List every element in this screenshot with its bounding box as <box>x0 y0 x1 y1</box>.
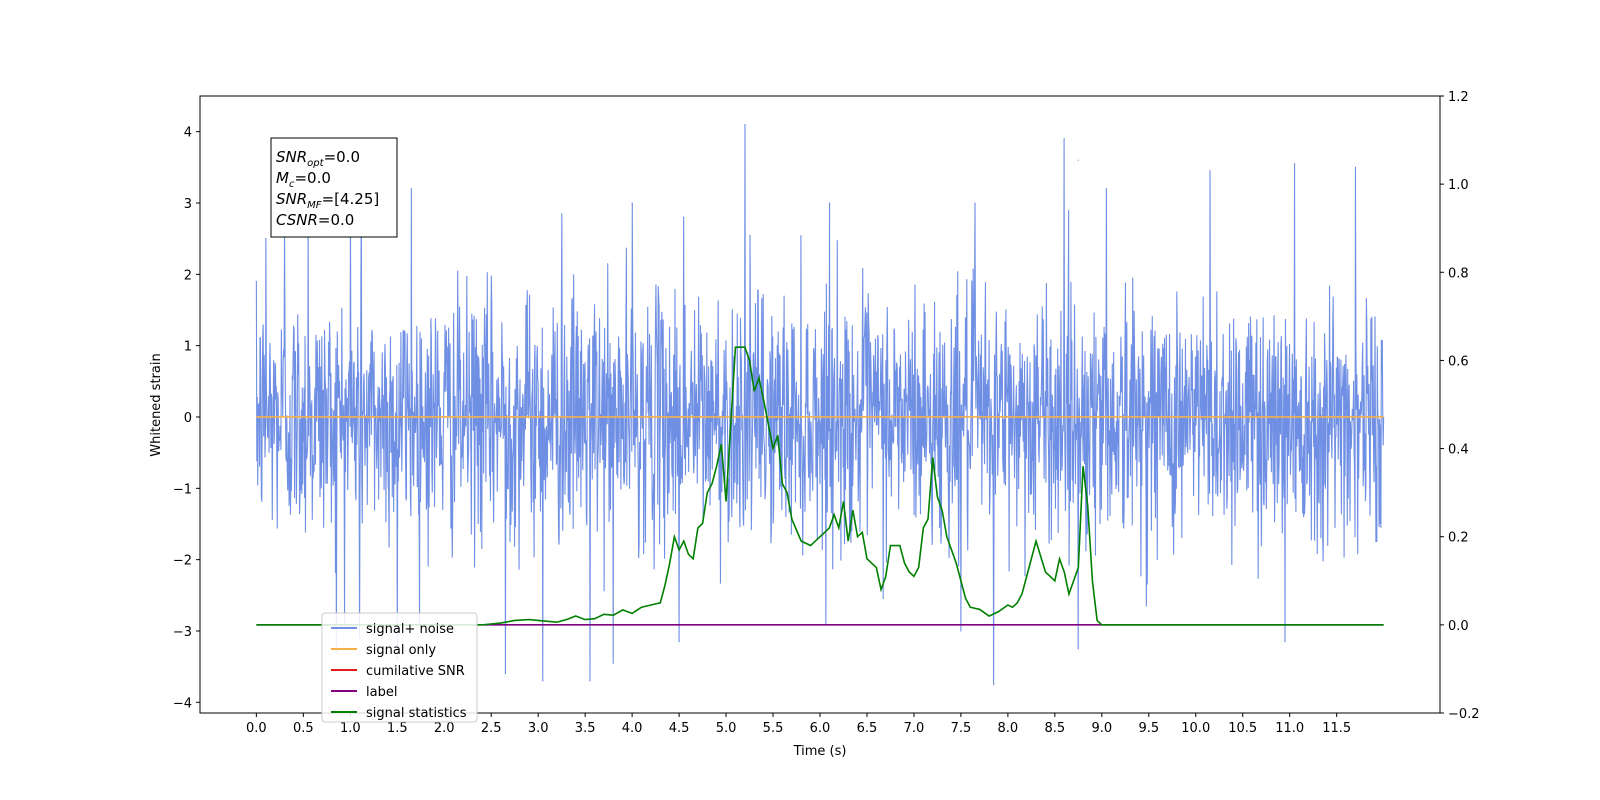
x-tick-label: 10.0 <box>1181 721 1210 736</box>
noise-spike-point <box>993 683 995 686</box>
y-tick-label: 4 <box>184 126 192 141</box>
info-value: =0.0 <box>294 169 330 187</box>
y-tick-label: −4 <box>173 696 192 711</box>
x-tick-label: 6.5 <box>857 721 878 736</box>
y-tick-label: 3 <box>184 197 192 212</box>
noise-spike-point <box>265 238 267 240</box>
legend-entry-label: signal only <box>366 643 436 658</box>
y-axis-left: 4 3 2 1 0 −1 −2 −3 −4 <box>173 126 200 711</box>
legend-entry-label: signal statistics <box>366 706 467 721</box>
noise-spike-point <box>1209 170 1211 172</box>
noise-spike-point <box>828 202 830 204</box>
x-tick-label: 7.0 <box>904 721 925 736</box>
x-tick-label: 8.5 <box>1045 721 1066 736</box>
y-tick-label: 1 <box>184 340 192 355</box>
y2-tick-label: −0.2 <box>1448 707 1480 722</box>
x-tick-label: 8.0 <box>998 721 1019 736</box>
y-axis-right: 1.2 1.0 0.8 0.6 0.4 0.2 0.0 −0.2 <box>1440 90 1480 722</box>
info-value: =0.0 <box>324 148 360 166</box>
x-tick-label: 5.5 <box>763 721 784 736</box>
x-tick-label: 1.0 <box>340 721 361 736</box>
noise-spike-point <box>1063 138 1065 140</box>
info-box-line: Mc=0.0 <box>276 169 331 190</box>
x-tick-label: 0.5 <box>293 721 314 736</box>
x-tick-label: 3.0 <box>528 721 549 736</box>
noise-spike-point <box>683 216 685 218</box>
series-line-signal-noise <box>255 124 1385 685</box>
x-tick-label: 1.5 <box>387 721 408 736</box>
info-subscript: MF <box>307 200 322 211</box>
x-tick-label: 0.0 <box>246 721 267 736</box>
noise-spike-point <box>1293 163 1295 165</box>
x-tick-label: 11.5 <box>1322 721 1351 736</box>
info-quantity: SNR <box>276 148 307 166</box>
info-box-frame <box>270 137 398 238</box>
info-subscript: opt <box>307 158 324 169</box>
y2-tick-label: 0.6 <box>1448 354 1469 369</box>
x-axis: 0.0 0.5 1.0 1.5 2.0 2.5 3.0 3.5 4.0 4.5 5.0 5.5 6.0 6… <box>246 713 1351 736</box>
y2-tick-label: 1.2 <box>1448 90 1469 105</box>
noise-spike-point <box>612 662 614 664</box>
x-tick-label: 9.0 <box>1091 721 1112 736</box>
noise-spike-point <box>1284 641 1286 643</box>
info-quantity: CSNR <box>276 211 318 229</box>
y-tick-label: 2 <box>184 268 192 283</box>
y2-tick-label: 0.2 <box>1448 531 1469 546</box>
y-tick-label: −1 <box>173 482 192 497</box>
legend-entry-label: label <box>366 685 397 700</box>
x-tick-label: 9.5 <box>1138 721 1159 736</box>
x-axis-label: Time (s) <box>793 744 847 759</box>
noise-spike-point <box>410 188 412 190</box>
info-value: =0.0 <box>318 211 354 229</box>
noise-spike-point <box>589 680 591 682</box>
x-tick-label: 7.5 <box>951 721 972 736</box>
info-subscript: c <box>289 179 295 190</box>
series-line-signal-statistics <box>256 346 1384 626</box>
noise-spike-point <box>561 213 563 215</box>
noise-spike-point <box>631 202 633 204</box>
noise-spike-point <box>542 680 544 682</box>
noise-spike-point <box>1354 166 1357 168</box>
noise-spike-point <box>678 641 680 643</box>
y2-tick-label: 1.0 <box>1448 178 1469 193</box>
info-box-line: SNRopt=0.0 <box>276 148 360 169</box>
y2-tick-label: 0.0 <box>1448 619 1469 634</box>
noise-spike-point <box>974 202 976 204</box>
legend: signal+ noise signal only cumilative SNR la… <box>321 612 478 723</box>
info-box-line: CSNR=0.0 <box>276 211 354 229</box>
noise-spike-point <box>1105 188 1108 190</box>
y-tick-label: 0 <box>184 411 192 426</box>
info-quantity: M <box>276 169 289 187</box>
y-tick-label: −2 <box>173 554 192 569</box>
y-tick-label: −3 <box>173 625 192 640</box>
y2-tick-label: 0.8 <box>1448 266 1469 281</box>
legend-frame <box>321 612 478 723</box>
noise-spike-point <box>960 630 962 632</box>
noise-spike-point <box>255 280 257 283</box>
x-tick-label: 11.0 <box>1275 721 1304 736</box>
info-value: =[4.25] <box>322 190 380 208</box>
x-tick-label: 4.5 <box>669 721 690 736</box>
x-tick-label: 4.0 <box>622 721 643 736</box>
legend-entry-label: signal+ noise <box>366 622 454 637</box>
legend-entry-label: cumilative SNR <box>366 664 465 679</box>
x-tick-label: 6.0 <box>810 721 831 736</box>
noise-spike-point <box>1077 648 1079 650</box>
x-tick-label: 2.0 <box>434 721 455 736</box>
info-box-line: SNRMF=[4.25] <box>276 190 379 211</box>
x-tick-label: 3.5 <box>575 721 596 736</box>
noise-spike-point <box>504 673 506 675</box>
noise-spike-point <box>1077 159 1079 161</box>
y2-tick-label: 0.4 <box>1448 443 1469 458</box>
y-axis-label: Whitened strain <box>149 353 164 456</box>
x-tick-label: 5.0 <box>716 721 737 736</box>
info-quantity: SNR <box>276 190 307 208</box>
x-tick-label: 10.5 <box>1228 721 1257 736</box>
x-tick-label: 2.5 <box>481 721 502 736</box>
noise-spike-point <box>744 123 746 126</box>
